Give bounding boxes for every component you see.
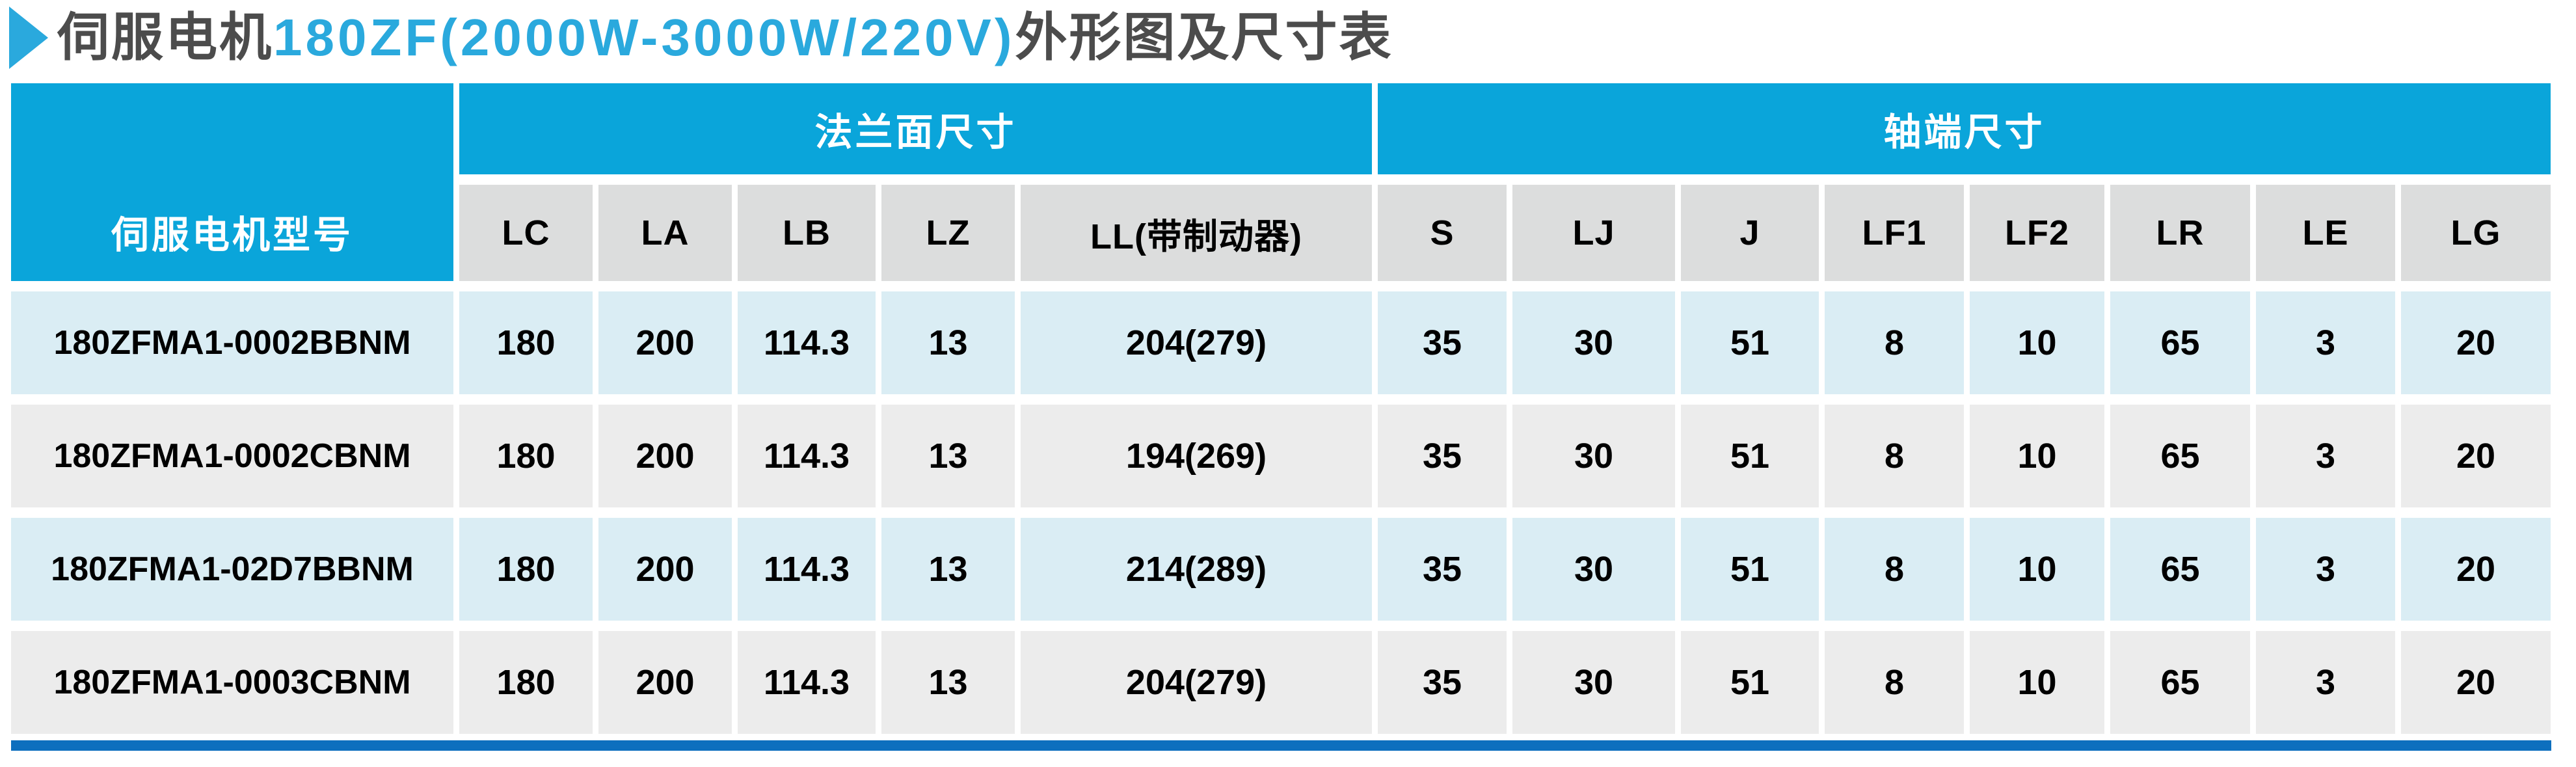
cell-lb: 114.3 — [738, 405, 876, 507]
col-header-lf2: LF2 — [1970, 185, 2105, 281]
cell-lb: 114.3 — [738, 291, 876, 394]
cell-lc: 180 — [459, 631, 593, 734]
title-model-range: 180ZF(2000W-3000W/220V) — [273, 8, 1015, 66]
col-header-le: LE — [2256, 185, 2396, 281]
col-header-lj: LJ — [1512, 185, 1676, 281]
cell-lf1: 8 — [1825, 518, 1965, 621]
dimension-table: 伺服电机型号 法兰面尺寸 轴端尺寸 LC LA LB LZ LL(带制动器) S… — [5, 73, 2556, 744]
cell-la: 200 — [598, 405, 732, 507]
cell-lr: 65 — [2110, 405, 2251, 507]
title-arrow-icon — [9, 7, 48, 69]
cell-lf2: 10 — [1970, 631, 2105, 734]
cell-lj: 30 — [1512, 405, 1676, 507]
col-group-shaft-dimensions: 轴端尺寸 — [1378, 83, 2551, 174]
cell-le: 3 — [2256, 518, 2396, 621]
header-sub-row: LC LA LB LZ LL(带制动器) S LJ J LF1 LF2 LR L… — [11, 185, 2551, 281]
cell-lj: 30 — [1512, 518, 1676, 621]
col-header-lr: LR — [2110, 185, 2251, 281]
cell-lf2: 10 — [1970, 518, 2105, 621]
cell-j: 51 — [1681, 405, 1819, 507]
cell-model: 180ZFMA1-02D7BBNM — [11, 518, 453, 621]
table-row: 180ZFMA1-0002CBNM 180 200 114.3 13 194(2… — [11, 405, 2551, 507]
col-header-lc: LC — [459, 185, 593, 281]
cell-lf1: 8 — [1825, 291, 1965, 394]
cell-le: 3 — [2256, 405, 2396, 507]
cell-lg: 20 — [2401, 518, 2551, 621]
cell-le: 3 — [2256, 631, 2396, 734]
title-suffix: 外形图及尺寸表 — [1015, 8, 1393, 66]
cell-ll: 204(279) — [1021, 631, 1373, 734]
cell-lz: 13 — [881, 631, 1015, 734]
cell-lf1: 8 — [1825, 631, 1965, 734]
cell-lz: 13 — [881, 405, 1015, 507]
cell-ll: 194(269) — [1021, 405, 1373, 507]
cell-la: 200 — [598, 631, 732, 734]
col-header-lz: LZ — [881, 185, 1015, 281]
cell-lc: 180 — [459, 291, 593, 394]
cell-s: 35 — [1378, 405, 1507, 507]
cell-lf2: 10 — [1970, 291, 2105, 394]
cell-ll: 204(279) — [1021, 291, 1373, 394]
col-header-j: J — [1681, 185, 1819, 281]
cell-model: 180ZFMA1-0003CBNM — [11, 631, 453, 734]
cell-lb: 114.3 — [738, 518, 876, 621]
col-header-model: 伺服电机型号 — [11, 83, 453, 281]
col-header-lf1: LF1 — [1825, 185, 1965, 281]
cell-model: 180ZFMA1-0002CBNM — [11, 405, 453, 507]
cell-lz: 13 — [881, 518, 1015, 621]
cell-lc: 180 — [459, 518, 593, 621]
cell-s: 35 — [1378, 631, 1507, 734]
cell-lr: 65 — [2110, 631, 2251, 734]
cell-lg: 20 — [2401, 291, 2551, 394]
title-text: 伺服电机180ZF(2000W-3000W/220V)外形图及尺寸表 — [57, 5, 1393, 70]
cell-lr: 65 — [2110, 291, 2251, 394]
cell-lf1: 8 — [1825, 405, 1965, 507]
cell-lz: 13 — [881, 291, 1015, 394]
col-header-lg: LG — [2401, 185, 2551, 281]
table-row: 180ZFMA1-0003CBNM 180 200 114.3 13 204(2… — [11, 631, 2551, 734]
cell-j: 51 — [1681, 291, 1819, 394]
col-group-flange-dimensions: 法兰面尺寸 — [459, 83, 1373, 174]
cell-lj: 30 — [1512, 631, 1676, 734]
cell-s: 35 — [1378, 518, 1507, 621]
cell-j: 51 — [1681, 518, 1819, 621]
cell-la: 200 — [598, 291, 732, 394]
cell-model: 180ZFMA1-0002BBNM — [11, 291, 453, 394]
table-row: 180ZFMA1-02D7BBNM 180 200 114.3 13 214(2… — [11, 518, 2551, 621]
cell-lg: 20 — [2401, 631, 2551, 734]
table-row: 180ZFMA1-0002BBNM 180 200 114.3 13 204(2… — [11, 291, 2551, 394]
cell-lj: 30 — [1512, 291, 1676, 394]
cell-j: 51 — [1681, 631, 1819, 734]
cell-la: 200 — [598, 518, 732, 621]
col-header-la: LA — [598, 185, 732, 281]
cell-s: 35 — [1378, 291, 1507, 394]
header-group-row: 伺服电机型号 法兰面尺寸 轴端尺寸 — [11, 83, 2551, 281]
cell-lc: 180 — [459, 405, 593, 507]
cell-lf2: 10 — [1970, 405, 2105, 507]
table-bottom-accent-bar — [11, 740, 2551, 751]
col-header-s: S — [1378, 185, 1507, 281]
page-title: 伺服电机180ZF(2000W-3000W/220V)外形图及尺寸表 — [9, 5, 1393, 70]
title-prefix: 伺服电机 — [57, 8, 273, 66]
cell-ll: 214(289) — [1021, 518, 1373, 621]
col-header-ll-brake: LL(带制动器) — [1021, 185, 1373, 281]
cell-lr: 65 — [2110, 518, 2251, 621]
col-header-lb: LB — [738, 185, 876, 281]
cell-lg: 20 — [2401, 405, 2551, 507]
cell-le: 3 — [2256, 291, 2396, 394]
cell-lb: 114.3 — [738, 631, 876, 734]
